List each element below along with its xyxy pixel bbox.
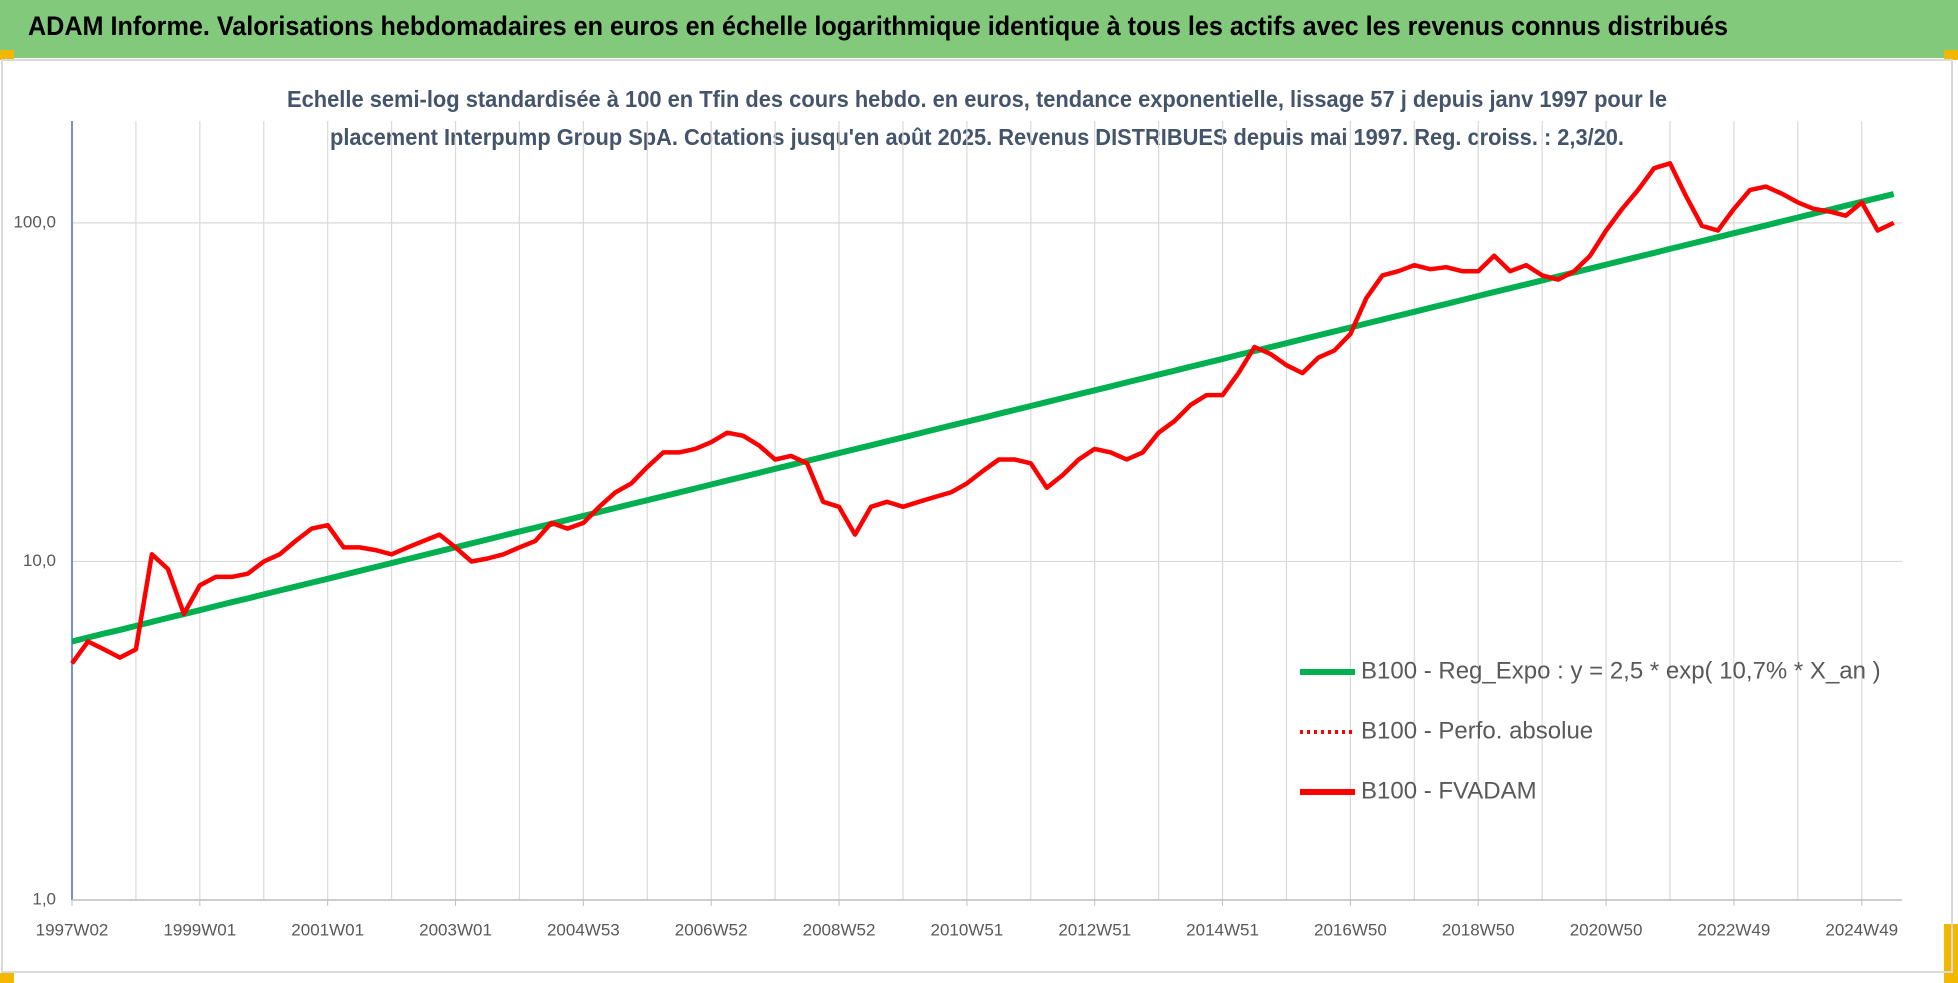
x-tick-label: 1997W02	[36, 920, 109, 939]
x-tick-label: 2020W50	[1570, 920, 1643, 939]
y-tick-label: 10,0	[23, 551, 56, 570]
legend-label: B100 - Perfo. absolue	[1361, 717, 1593, 744]
chart-title: ADAM Informe. Valorisations hebdomadaire…	[28, 11, 1728, 41]
x-tick-label: 2003W01	[419, 920, 492, 939]
x-tick-label: 2004W53	[547, 920, 620, 939]
title-bar	[0, 0, 1958, 58]
corner	[0, 973, 14, 983]
x-tick-label: 2018W50	[1442, 920, 1515, 939]
x-tick-label: 2008W52	[803, 920, 876, 939]
x-tick-label: 2024W49	[1825, 920, 1898, 939]
x-tick-label: 2022W49	[1698, 920, 1771, 939]
y-tick-label: 100,0	[13, 212, 56, 231]
legend-label: B100 - Reg_Expo : y = 2,5 * exp( 10,7% *…	[1361, 657, 1881, 684]
x-tick-label: 2014W51	[1186, 920, 1259, 939]
x-tick-label: 2010W51	[930, 920, 1003, 939]
chart-subtitle: Echelle semi-log standardisée à 100 en T…	[287, 86, 1667, 112]
chart-subtitle: placement Interpump Group SpA. Cotations…	[330, 124, 1624, 150]
corner	[0, 50, 14, 60]
series-line	[71, 191, 1895, 645]
legend-label: B100 - FVADAM	[1361, 777, 1537, 804]
y-tick-label: 1,0	[32, 889, 56, 908]
series-line	[70, 161, 1895, 665]
x-tick-label: 2001W01	[291, 920, 364, 939]
x-tick-label: 2006W52	[675, 920, 748, 939]
corner	[1944, 50, 1958, 60]
x-tick-label: 2016W50	[1314, 920, 1387, 939]
frame	[1, 59, 1953, 973]
x-tick-label: 1999W01	[163, 920, 236, 939]
x-tick-label: 2012W51	[1058, 920, 1131, 939]
